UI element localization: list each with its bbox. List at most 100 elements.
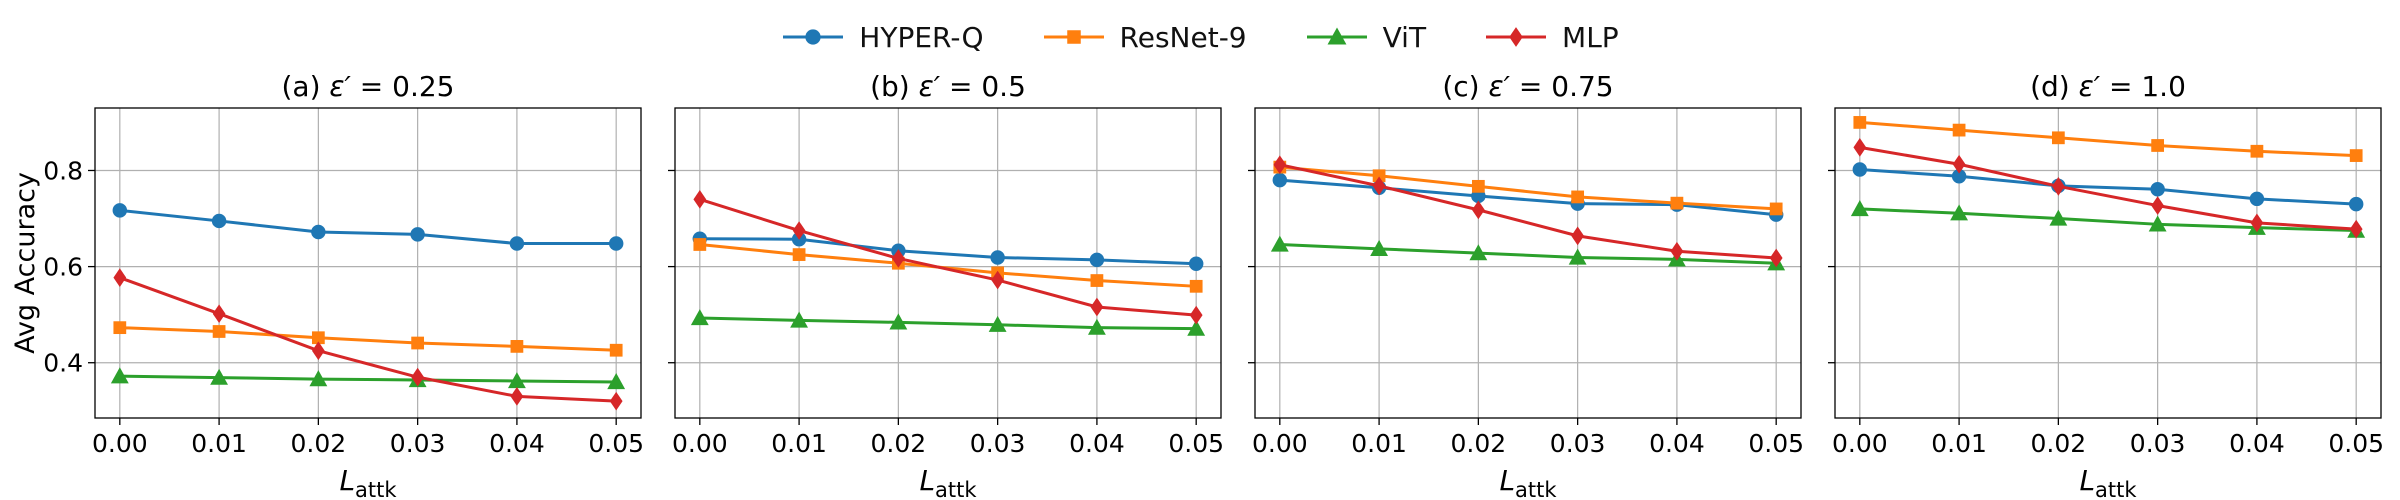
x-tick-label: 0.00 bbox=[1252, 429, 1308, 458]
x-tick-label: 0.04 bbox=[1649, 429, 1705, 458]
x-tick-label: 0.04 bbox=[1069, 429, 1125, 458]
data-point-resnet-9 bbox=[1471, 179, 1485, 193]
data-point-mlp bbox=[113, 268, 127, 288]
data-point-mlp bbox=[510, 387, 524, 406]
data-point-hyper-q bbox=[2150, 181, 2165, 197]
x-tick-label: 0.04 bbox=[2229, 429, 2285, 458]
data-point-resnet-9 bbox=[1853, 116, 1867, 129]
y-axis-label: Avg Accuracy bbox=[10, 172, 41, 354]
series-line-vit bbox=[1279, 242, 1777, 265]
data-point-mlp bbox=[1471, 200, 1485, 220]
data-point-resnet-9 bbox=[1571, 190, 1585, 204]
series-line-hyper-q bbox=[1859, 168, 2357, 206]
legend-marker-resnet-9 bbox=[1066, 30, 1081, 44]
panel-title: (b) ε′ = 0.5 bbox=[870, 70, 1026, 103]
data-point-hyper-q bbox=[1089, 252, 1105, 268]
data-point-mlp bbox=[792, 221, 806, 240]
series-line-mlp bbox=[699, 197, 1197, 317]
data-point-resnet-9 bbox=[1090, 274, 1104, 287]
plot-frame bbox=[94, 107, 642, 419]
data-point-vit bbox=[1270, 235, 1289, 252]
x-tick-label: 0.01 bbox=[771, 429, 827, 458]
data-point-hyper-q bbox=[1852, 162, 1868, 177]
data-point-resnet-9 bbox=[1372, 169, 1386, 183]
data-point-hyper-q bbox=[608, 236, 624, 251]
data-point-mlp bbox=[1273, 155, 1287, 175]
data-point-vit bbox=[889, 313, 908, 330]
data-point-mlp bbox=[2349, 219, 2363, 239]
data-point-mlp bbox=[2051, 176, 2065, 196]
data-point-resnet-9 bbox=[1670, 196, 1684, 210]
panel-3: 0.00 0.01 0.02 0.03 0.04 0.05 Lattk (c) ε′ = 0.… bbox=[1248, 70, 1804, 500]
x-tick-label: 0.00 bbox=[92, 429, 148, 458]
data-point-resnet-9 bbox=[113, 321, 127, 335]
legend-swatch-vit bbox=[1306, 27, 1367, 45]
data-point-resnet-9 bbox=[2349, 149, 2363, 162]
data-point-vit bbox=[1850, 200, 1869, 217]
x-tick-label: 0.05 bbox=[1168, 429, 1224, 458]
data-point-hyper-q bbox=[2348, 196, 2364, 212]
x-tick-label: 0.01 bbox=[1351, 429, 1407, 458]
data-point-vit bbox=[507, 372, 526, 389]
data-point-mlp bbox=[2151, 196, 2165, 215]
data-point-resnet-9 bbox=[1189, 279, 1203, 293]
data-point-resnet-9 bbox=[311, 331, 325, 345]
data-point-mlp bbox=[991, 270, 1005, 290]
data-point-vit bbox=[309, 370, 328, 387]
data-point-vit bbox=[1568, 248, 1587, 265]
data-point-mlp bbox=[1372, 176, 1386, 196]
x-tick-label: 0.04 bbox=[489, 429, 545, 458]
legend-item-vit: ViT bbox=[1305, 21, 1426, 54]
data-point-mlp bbox=[411, 367, 425, 387]
series-line-vit bbox=[1859, 207, 2357, 233]
series-line-resnet-9 bbox=[119, 326, 617, 352]
panel-title: (d) ε′ = 1.0 bbox=[2030, 70, 2186, 103]
series-line-hyper-q bbox=[119, 208, 617, 246]
panel-4: 0.00 0.01 0.02 0.03 0.04 0.05 Lattk (d) ε′ = 1.… bbox=[1828, 70, 2384, 500]
x-tick-label: 0.05 bbox=[1748, 429, 1804, 458]
series-line-vit bbox=[699, 316, 1197, 331]
legend-label: MLP bbox=[1562, 20, 1619, 54]
series-line-hyper-q bbox=[1279, 178, 1777, 217]
data-point-hyper-q bbox=[211, 213, 227, 229]
data-point-vit bbox=[2049, 209, 2068, 226]
data-point-resnet-9 bbox=[510, 340, 524, 353]
data-point-mlp bbox=[212, 304, 226, 324]
x-tick-label: 0.05 bbox=[588, 429, 644, 458]
x-axis-label: Lattk bbox=[339, 464, 397, 500]
series-line-mlp bbox=[1279, 163, 1777, 260]
data-point-hyper-q bbox=[311, 224, 326, 240]
data-point-mlp bbox=[891, 249, 905, 268]
panel-1: 0.00 0.01 0.02 0.03 0.04 0.05 0.4 0.6 0.8 Lattk (a… bbox=[43, 70, 644, 500]
data-point-resnet-9 bbox=[411, 336, 425, 350]
panel-title: (a) ε′ = 0.25 bbox=[281, 70, 454, 103]
legend-item-resnet-9: ResNet-9 bbox=[1042, 21, 1247, 54]
plot-frame bbox=[674, 107, 1222, 419]
data-point-hyper-q bbox=[410, 227, 425, 242]
x-tick-label: 0.02 bbox=[871, 429, 927, 458]
data-point-mlp bbox=[609, 391, 623, 411]
data-point-vit bbox=[1087, 318, 1106, 335]
x-tick-label: 0.03 bbox=[970, 429, 1026, 458]
legend-item-hyper-q: HYPER-Q bbox=[781, 21, 984, 54]
data-point-resnet-9 bbox=[212, 325, 226, 338]
x-tick-label: 0.01 bbox=[191, 429, 247, 458]
data-point-resnet-9 bbox=[693, 238, 707, 251]
series-line-resnet-9 bbox=[699, 243, 1197, 288]
data-point-mlp bbox=[2250, 213, 2264, 233]
data-point-vit bbox=[1469, 244, 1488, 261]
x-tick-label: 0.00 bbox=[1832, 429, 1888, 458]
data-point-vit bbox=[1950, 204, 1969, 221]
x-axis-label: Lattk bbox=[2079, 464, 2137, 500]
x-tick-label: 0.02 bbox=[1451, 429, 1507, 458]
series-line-resnet-9 bbox=[1859, 120, 2357, 158]
data-point-vit bbox=[607, 373, 626, 390]
data-point-resnet-9 bbox=[609, 343, 623, 357]
data-point-mlp bbox=[1189, 305, 1203, 325]
x-tick-label: 0.03 bbox=[390, 429, 446, 458]
data-point-vit bbox=[1370, 239, 1389, 256]
legend-item-mlp: MLP bbox=[1484, 21, 1619, 54]
data-point-mlp bbox=[693, 189, 707, 209]
